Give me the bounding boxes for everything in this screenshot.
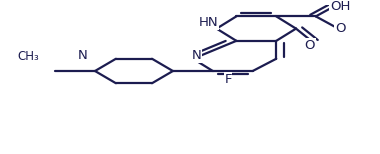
Text: F: F	[224, 73, 232, 86]
Text: N: N	[192, 49, 201, 62]
Text: OH: OH	[330, 0, 350, 13]
Text: O: O	[304, 38, 315, 52]
Text: O: O	[335, 22, 345, 35]
Text: F: F	[224, 73, 232, 86]
Text: HN: HN	[198, 16, 218, 29]
Text: CH₃: CH₃	[17, 50, 40, 63]
Text: O: O	[304, 38, 315, 52]
Text: OH: OH	[330, 0, 350, 13]
Text: N: N	[78, 49, 87, 62]
Text: N: N	[78, 49, 87, 62]
Text: CH₃: CH₃	[17, 50, 40, 63]
Text: O: O	[335, 22, 345, 35]
Text: HN: HN	[198, 16, 218, 29]
Text: N: N	[192, 49, 201, 62]
